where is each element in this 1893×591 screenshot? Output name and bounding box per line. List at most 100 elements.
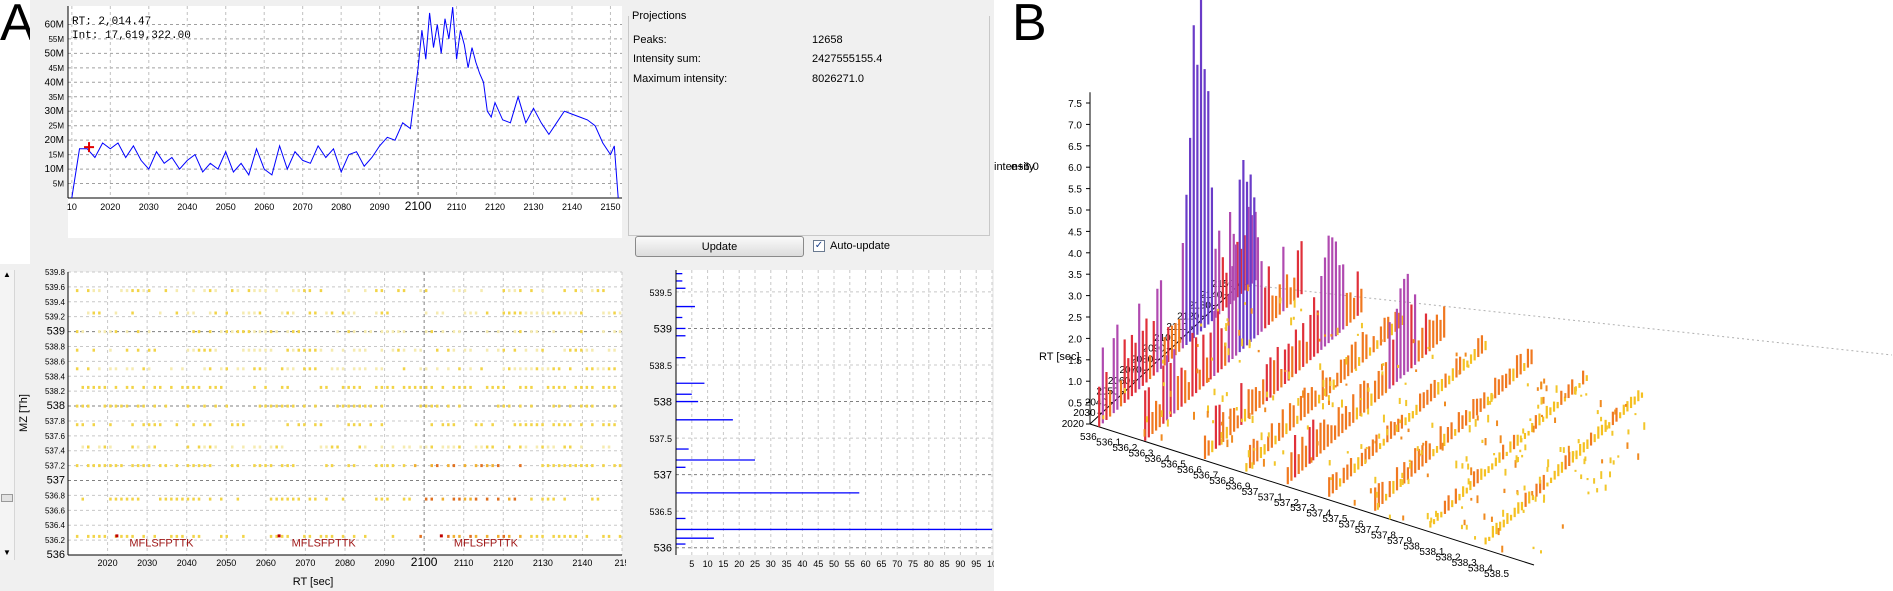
peak-map-point: [557, 534, 561, 538]
projections-title: Projections: [632, 10, 687, 22]
peak-map-point: [98, 330, 101, 334]
tic-y-tick-label: 45M: [48, 64, 64, 73]
peak-map-point: [125, 534, 129, 538]
peak-map-point: [109, 497, 112, 501]
peak-map-point: [125, 367, 129, 371]
peak-map-point: [114, 497, 118, 501]
peak-map-point: [602, 445, 605, 449]
peak-map-point: [253, 330, 256, 334]
tic-x-tick-label: 10: [67, 202, 77, 212]
peak-map-point: [280, 385, 284, 389]
peak-map-point: [336, 330, 339, 334]
peak-map-point: [585, 534, 589, 538]
peak-map-point: [214, 311, 217, 315]
peak-map-point: [214, 289, 217, 293]
peak-map-x-tick-label: 2120: [493, 558, 513, 568]
tic-plot-area[interactable]: RT: 2,014.47 Int: 17,619,322.00: [68, 6, 622, 238]
peak-map-point: [574, 311, 577, 315]
peak-map-point: [607, 348, 611, 352]
peak-map-point: [391, 464, 395, 468]
peak-map-point: [546, 497, 550, 501]
peak-map-point: [591, 385, 594, 389]
peak-map-point: [114, 311, 118, 315]
peak-map-point: [474, 311, 478, 315]
peak-map-point: [352, 348, 356, 352]
3d-peak-view[interactable]: 0.5 1.0 1.5 2.0 2.5 3.0 3.5 4.0 4.5 5.0 5.5 6.0 6.5 7…: [994, 0, 1893, 591]
peak-map-point: [563, 534, 566, 538]
peak-map-point: [447, 445, 450, 449]
peak-map-point: [458, 445, 461, 449]
peak-map-point: [330, 445, 334, 449]
peak-map-point: [552, 423, 555, 427]
peak-map-point: [452, 497, 456, 501]
peak-map-point: [497, 404, 500, 408]
peak-map-point: [175, 289, 179, 293]
peak-map-point: [352, 385, 356, 389]
peak-map-point: [552, 311, 555, 315]
tic-chart[interactable]: 5M 10M 15M 20M 25M 30M 35M 40M 45M 50M 55M 60M 10 202…: [0, 0, 626, 264]
peak-map-point: [197, 497, 201, 501]
peak-map-point: [602, 289, 605, 293]
auto-update-label[interactable]: Auto-update: [830, 240, 890, 252]
peak-map-point: [391, 330, 395, 334]
vertical-scrollbar[interactable]: ▲ ▼: [0, 270, 15, 560]
scroll-down-arrow-icon[interactable]: ▼: [3, 548, 11, 557]
peak-map-point: [563, 385, 566, 389]
peak-map-point: [541, 289, 544, 293]
peak-map-point: [125, 404, 129, 408]
tic-x-tick-label: 2030: [139, 202, 159, 212]
mz-projection-x-tick-label: 40: [797, 559, 807, 569]
peak-map-point: [557, 385, 561, 389]
peak-map-point: [402, 330, 406, 334]
peak-map-point: [197, 385, 201, 389]
auto-update-checkbox[interactable]: ✓: [813, 240, 825, 252]
peak-map-point: [131, 311, 134, 315]
3d-rt-tick-label: 2040: [1085, 397, 1108, 408]
peak-map-point: [491, 445, 494, 449]
peak-map-point: [436, 348, 439, 352]
rt-value: 2,014.47: [98, 16, 152, 28]
peak-map-point: [197, 534, 201, 538]
peak-map-point: [75, 464, 79, 468]
peak-map-point: [447, 534, 450, 538]
peak-map-point: [535, 423, 539, 427]
peak-map-point: [519, 367, 522, 371]
mz-projection-y-tick-label: 537.5: [649, 434, 672, 444]
3d-z-tick-label: 6.5: [1068, 142, 1082, 153]
mz-projection-chart[interactable]: 536 536.5 537 537.5 538 538.5 539 539.5 5 10 15 20 2…: [626, 264, 994, 591]
peak-map-point: [175, 464, 179, 468]
tic-y-tick-label: 30M: [45, 106, 64, 117]
peak-map-point: [358, 348, 361, 352]
peak-map-point: [352, 534, 356, 538]
peak-map-point: [402, 367, 406, 371]
peak-map-point: [142, 464, 145, 468]
peak-map-point: [231, 330, 234, 334]
peak-map-point: [103, 404, 107, 408]
peak-map-point: [485, 497, 489, 501]
peak-map-point: [308, 497, 312, 501]
peak-map-point: [602, 330, 605, 334]
peak-map-chart[interactable]: 536 536.2 536.4 536.6 536.8 537 537.2 537.4 537.…: [0, 264, 626, 591]
peak-map-point: [242, 445, 245, 449]
peak-map-point: [170, 367, 173, 371]
peak-map-point: [164, 497, 168, 501]
peak-map-point: [452, 330, 456, 334]
scroll-up-arrow-icon[interactable]: ▲: [3, 270, 11, 279]
update-button[interactable]: Update: [635, 236, 804, 257]
peak-map-point: [469, 311, 472, 315]
peak-map-point: [286, 330, 289, 334]
peak-map-point: [441, 497, 445, 501]
peak-map-point: [557, 464, 561, 468]
peak-map-x-tick-label: 215: [614, 558, 626, 568]
peak-map-point: [170, 497, 173, 501]
tic-x-tick-label: 2110: [447, 202, 466, 212]
scroll-thumb[interactable]: [1, 494, 13, 502]
peak-map-point: [352, 464, 356, 468]
projections-max-intensity-label: Maximum intensity:: [633, 73, 728, 85]
peak-map-point: [591, 404, 594, 408]
peak-map-point: [319, 385, 323, 389]
peak-map-point: [508, 534, 511, 538]
peak-map-point: [153, 534, 156, 538]
peak-map-point: [75, 404, 79, 408]
peak-map-point: [463, 497, 467, 501]
